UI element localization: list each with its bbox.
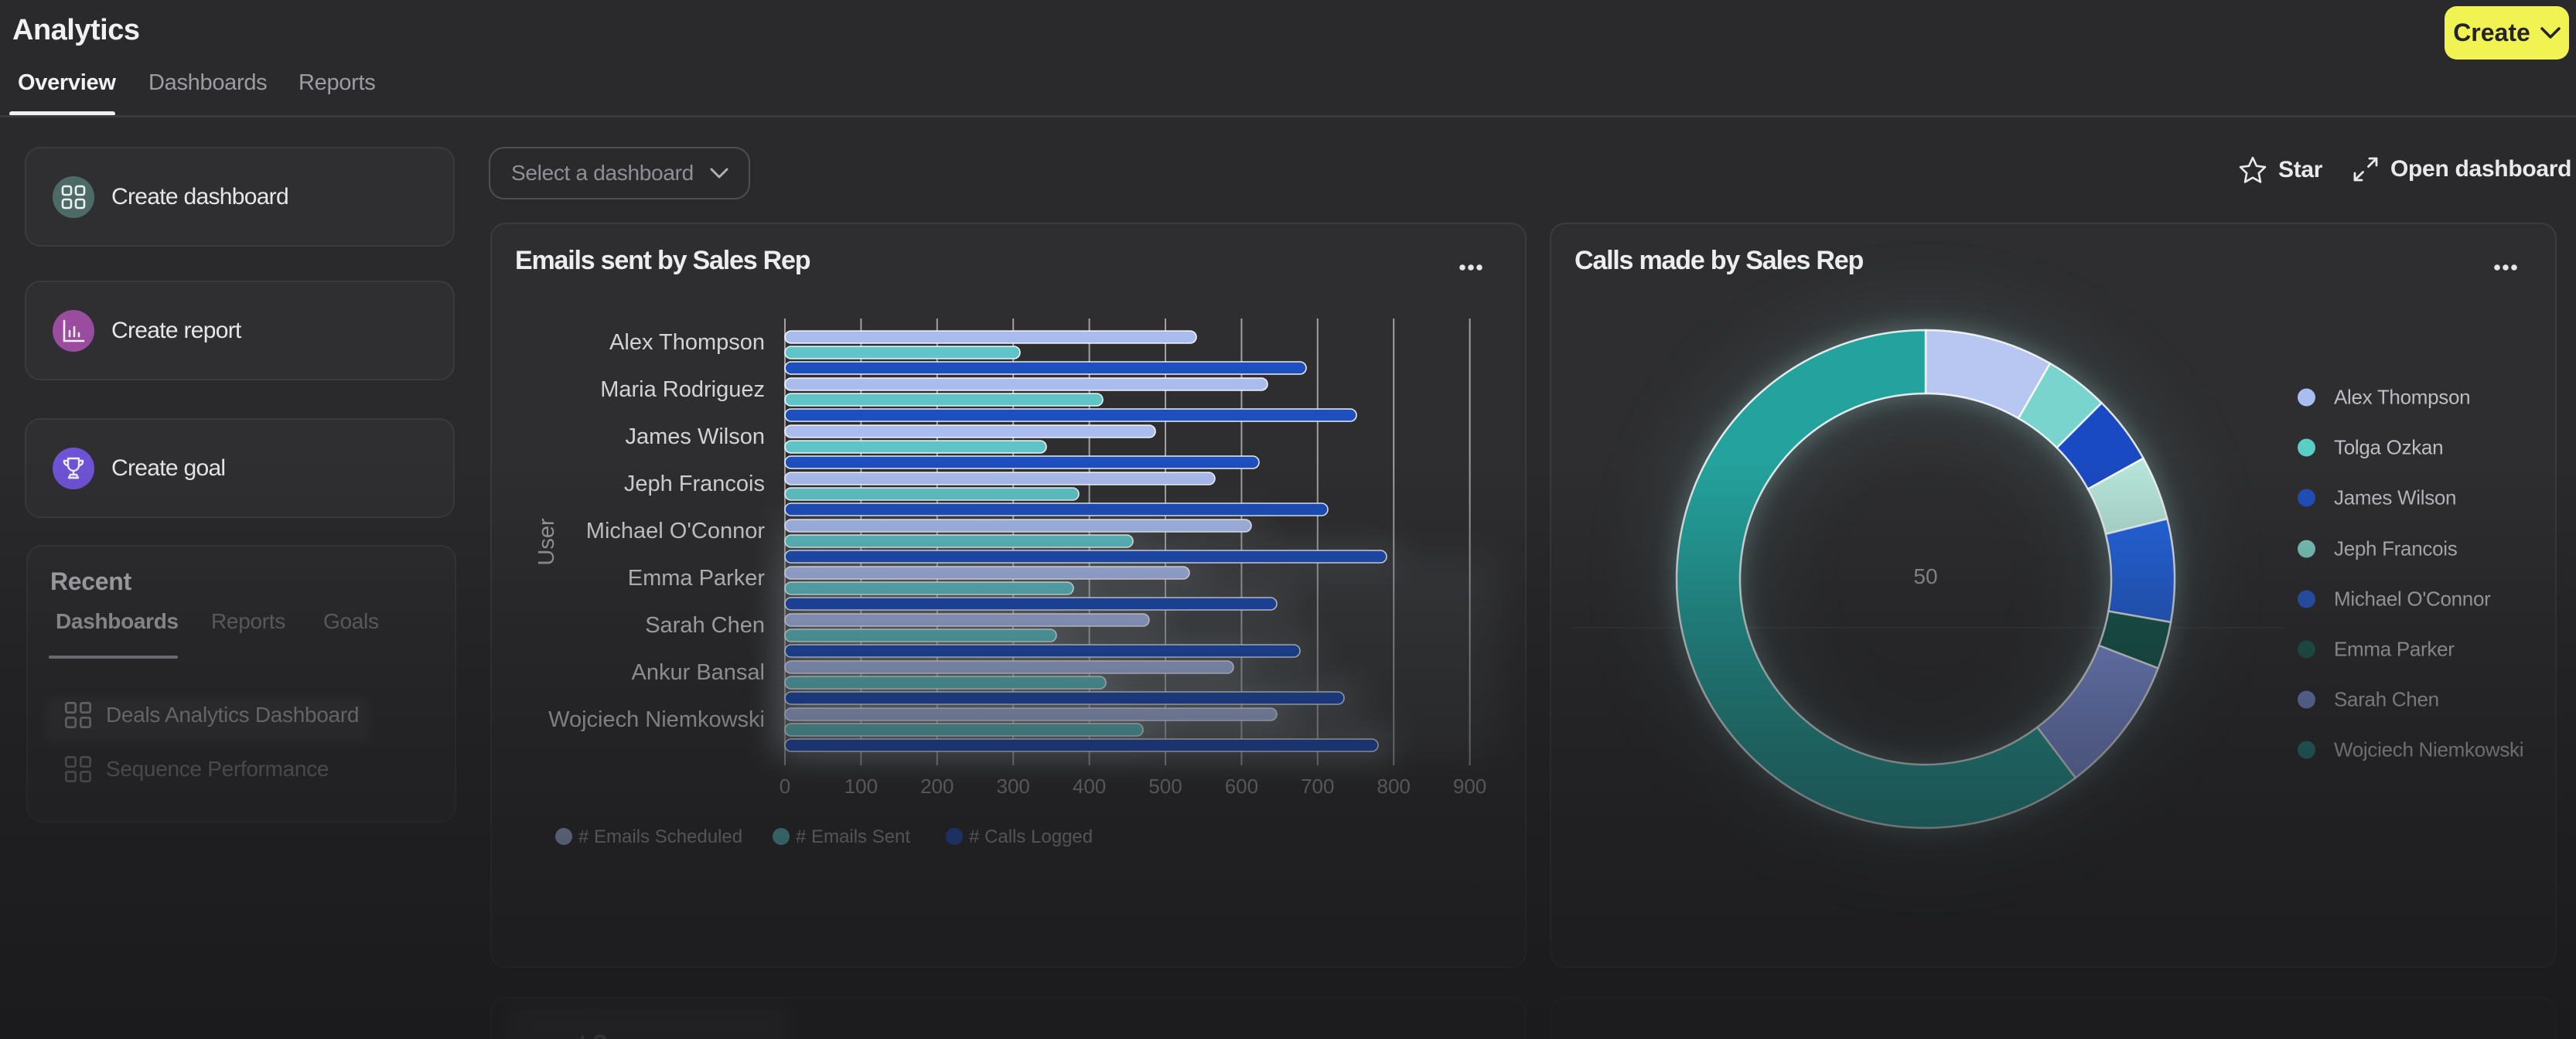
svg-text:100: 100 <box>844 775 878 798</box>
svg-text:Ankur Bansal: Ankur Bansal <box>632 660 766 685</box>
svg-text:0: 0 <box>780 775 790 798</box>
svg-text:Emma Parker: Emma Parker <box>628 566 766 591</box>
svg-text:200: 200 <box>920 775 954 798</box>
svg-text:Alex Thompson: Alex Thompson <box>609 330 765 355</box>
svg-text:400: 400 <box>1073 775 1106 798</box>
svg-text:Michael O'Connor: Michael O'Connor <box>586 519 766 543</box>
svg-text:James Wilson: James Wilson <box>626 424 766 449</box>
svg-text:300: 300 <box>997 775 1030 798</box>
svg-text:900: 900 <box>1453 775 1486 798</box>
svg-text:Sarah Chen: Sarah Chen <box>645 613 765 638</box>
svg-text:# Emails Sent: # Emails Sent <box>796 826 910 847</box>
svg-text:Maria Rodriguez: Maria Rodriguez <box>600 377 765 402</box>
svg-text:Wojciech Niemkowski: Wojciech Niemkowski <box>548 707 765 732</box>
svg-text:600: 600 <box>1225 775 1258 798</box>
svg-text:Jeph Francois: Jeph Francois <box>624 472 765 496</box>
svg-text:700: 700 <box>1301 775 1334 798</box>
svg-text:800: 800 <box>1377 775 1411 798</box>
svg-text:# Calls Logged: # Calls Logged <box>969 826 1093 847</box>
svg-text:# Emails Scheduled: # Emails Scheduled <box>578 826 742 847</box>
svg-text:500: 500 <box>1148 775 1182 798</box>
svg-text:User: User <box>534 518 559 566</box>
